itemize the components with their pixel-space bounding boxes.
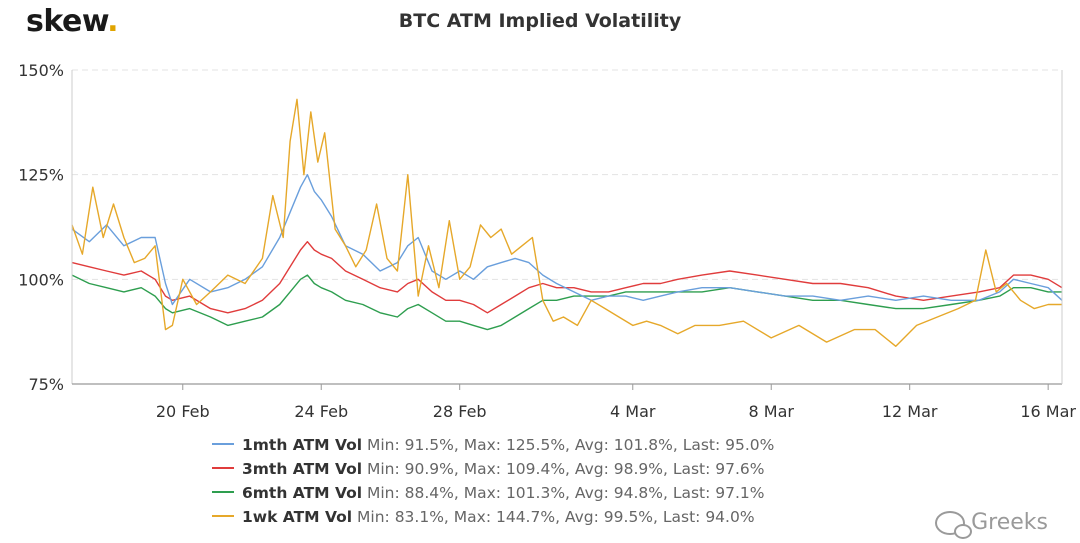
x-tick-label: 12 Mar (882, 402, 938, 421)
axes: 75% 100% 125% 150% 20 Feb 24 Feb 28 Feb 4 Mar 8 … (18, 61, 1076, 421)
legend-swatch (212, 442, 234, 445)
legend-item[interactable]: 1wk ATM Vol Min: 83.1%, Max: 144.7%, Avg… (212, 505, 774, 529)
legend-series-stats: Min: 90.9%, Max: 109.4%, Avg: 98.9%, Las… (362, 460, 765, 478)
x-tick-label: 24 Feb (294, 402, 348, 421)
grid-lines (72, 69, 1062, 280)
series-line-1mth (71, 174, 1063, 306)
x-tick-label: 28 Feb (433, 402, 487, 421)
y-tick-label: 75% (28, 375, 64, 394)
series-line-1wk (71, 98, 1062, 347)
legend-item[interactable]: 6mth ATM Vol Min: 88.4%, Max: 101.3%, Av… (212, 481, 774, 505)
legend-item[interactable]: 1mth ATM Vol Min: 91.5%, Max: 125.5%, Av… (212, 433, 774, 457)
legend-swatch (212, 466, 234, 469)
x-tick-label: 20 Feb (156, 402, 210, 421)
legend-series-name: 1wk ATM Vol (242, 508, 353, 526)
x-tick-label: 8 Mar (749, 402, 795, 421)
watermark-text: Greeks (971, 510, 1048, 535)
legend-swatch (212, 514, 234, 517)
legend-series-name: 1mth ATM Vol (242, 436, 363, 454)
wechat-icon (935, 510, 973, 539)
chart-title: BTC ATM Implied Volatility (398, 10, 682, 32)
legend-series-stats: Min: 88.4%, Max: 101.3%, Avg: 94.8%, Las… (362, 484, 765, 502)
legend-swatch (212, 490, 234, 493)
series-lines (71, 98, 1063, 347)
x-tick-label: 4 Mar (610, 402, 656, 421)
logo-dot: . (107, 4, 119, 39)
y-tick-label: 150% (18, 61, 64, 80)
watermark: Greeks (935, 510, 1048, 539)
series-line-6mth (71, 274, 1062, 331)
logo-text: skew (26, 4, 108, 39)
legend-series-stats: Min: 83.1%, Max: 144.7%, Avg: 99.5%, Las… (352, 508, 755, 526)
skew-logo: skew. (26, 4, 119, 39)
legend-series-stats: Min: 91.5%, Max: 125.5%, Avg: 101.8%, La… (362, 436, 775, 454)
legend-series-name: 6mth ATM Vol (242, 484, 363, 502)
legend-series-name: 3mth ATM Vol (242, 460, 363, 478)
y-tick-label: 100% (18, 270, 64, 289)
chart-legend: 1mth ATM Vol Min: 91.5%, Max: 125.5%, Av… (212, 433, 774, 529)
y-tick-label: 125% (18, 166, 64, 185)
legend-item[interactable]: 3mth ATM Vol Min: 90.9%, Max: 109.4%, Av… (212, 457, 774, 481)
x-tick-label: 16 Mar (1020, 402, 1076, 421)
series-line-3mth (71, 241, 1063, 314)
